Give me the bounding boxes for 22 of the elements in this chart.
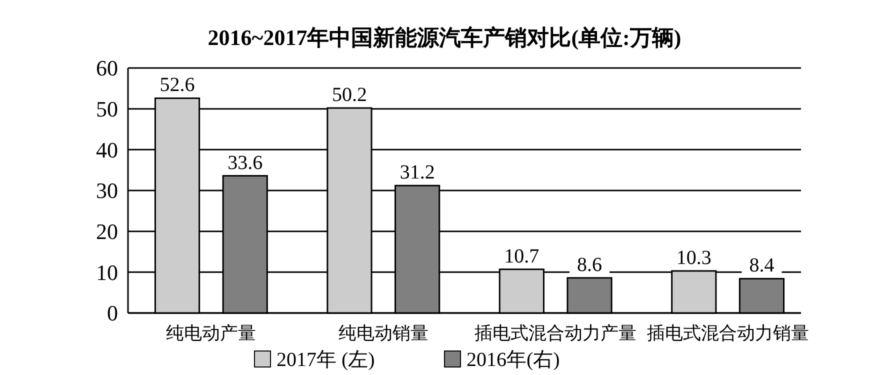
y-tick-label: 60 — [96, 56, 118, 81]
y-tick-label: 30 — [96, 178, 118, 204]
data-label: 31.2 — [400, 162, 435, 184]
y-tick-label: 20 — [96, 219, 118, 244]
data-label: 10.3 — [676, 246, 712, 269]
y-tick-label: 10 — [96, 260, 118, 285]
y-tick-label: 40 — [96, 137, 118, 162]
data-label: 50.2 — [332, 84, 367, 106]
data-label: 52.6 — [160, 74, 195, 96]
x-tick-label: 纯电动产量 — [166, 323, 256, 343]
chart-title: 2016~2017年中国新能源汽车产销对比(单位:万辆) — [208, 25, 682, 50]
data-label: 10.7 — [504, 245, 540, 268]
x-tick-label: 插电式混合动力销量 — [646, 323, 809, 343]
legend-label: 2017年 (左) — [276, 349, 375, 371]
y-tick-label: 50 — [96, 96, 118, 122]
legend-label: 2016年(右) — [466, 349, 560, 371]
data-label: 8.6 — [577, 254, 602, 276]
data-label: 33.6 — [228, 152, 263, 174]
x-tick-label: 纯电动销量 — [338, 323, 428, 343]
x-tick-label: 插电式混合动力产量 — [474, 323, 637, 343]
data-label: 8.4 — [749, 254, 774, 277]
y-tick-label: 0 — [107, 300, 118, 326]
